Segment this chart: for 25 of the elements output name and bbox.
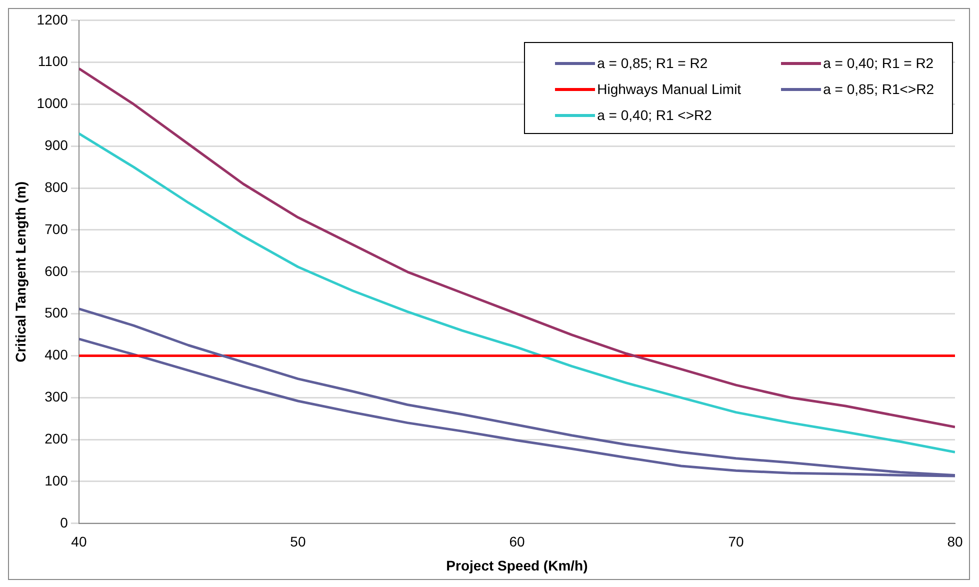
x-tick-label: 60: [509, 534, 525, 550]
legend-label: a = 0,85; R1<>R2: [823, 81, 934, 98]
y-tick-label: 0: [60, 514, 68, 530]
legend-label: a = 0,40; R1 <>R2: [597, 107, 712, 124]
x-tick-label: 80: [947, 534, 963, 550]
y-tick-label: 300: [44, 388, 68, 405]
legend-label: a = 0,85; R1 = R2: [597, 55, 708, 72]
y-tick-label: 1100: [38, 53, 68, 70]
y-tick-label: 100: [44, 472, 68, 488]
y-tick-label: 700: [44, 220, 68, 237]
y-tick-label: 1200: [36, 11, 68, 28]
legend-label: a = 0,40; R1 = R2: [823, 55, 934, 72]
x-axis-title: Project Speed (Km/h): [446, 557, 588, 574]
y-tick-label: 500: [44, 304, 68, 321]
y-axis-title: Critical Tangent Length (m): [12, 181, 28, 362]
y-tick-label: 200: [44, 430, 68, 446]
x-tick-label: 70: [728, 534, 744, 550]
y-tick-label: 900: [44, 137, 68, 154]
x-tick-label: 40: [71, 534, 87, 550]
y-tick-label: 400: [44, 346, 68, 363]
x-tick-label: 50: [290, 534, 306, 550]
y-tick-label: 800: [44, 178, 68, 195]
legend-label: Highways Manual Limit: [597, 81, 742, 98]
y-tick-label: 600: [44, 262, 68, 279]
y-tick-label: 1000: [36, 95, 68, 112]
